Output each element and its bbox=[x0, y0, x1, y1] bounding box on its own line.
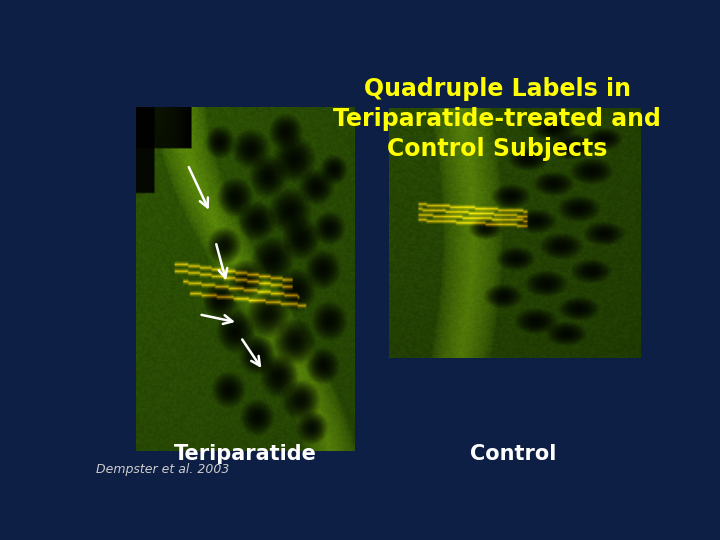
Text: Dempster et al. 2003: Dempster et al. 2003 bbox=[96, 463, 229, 476]
Text: Teriparatide: Teriparatide bbox=[174, 444, 317, 464]
Text: Control: Control bbox=[469, 444, 556, 464]
Text: Quadruple Labels in
Teriparatide-treated and
Control Subjects: Quadruple Labels in Teriparatide-treated… bbox=[333, 77, 661, 161]
